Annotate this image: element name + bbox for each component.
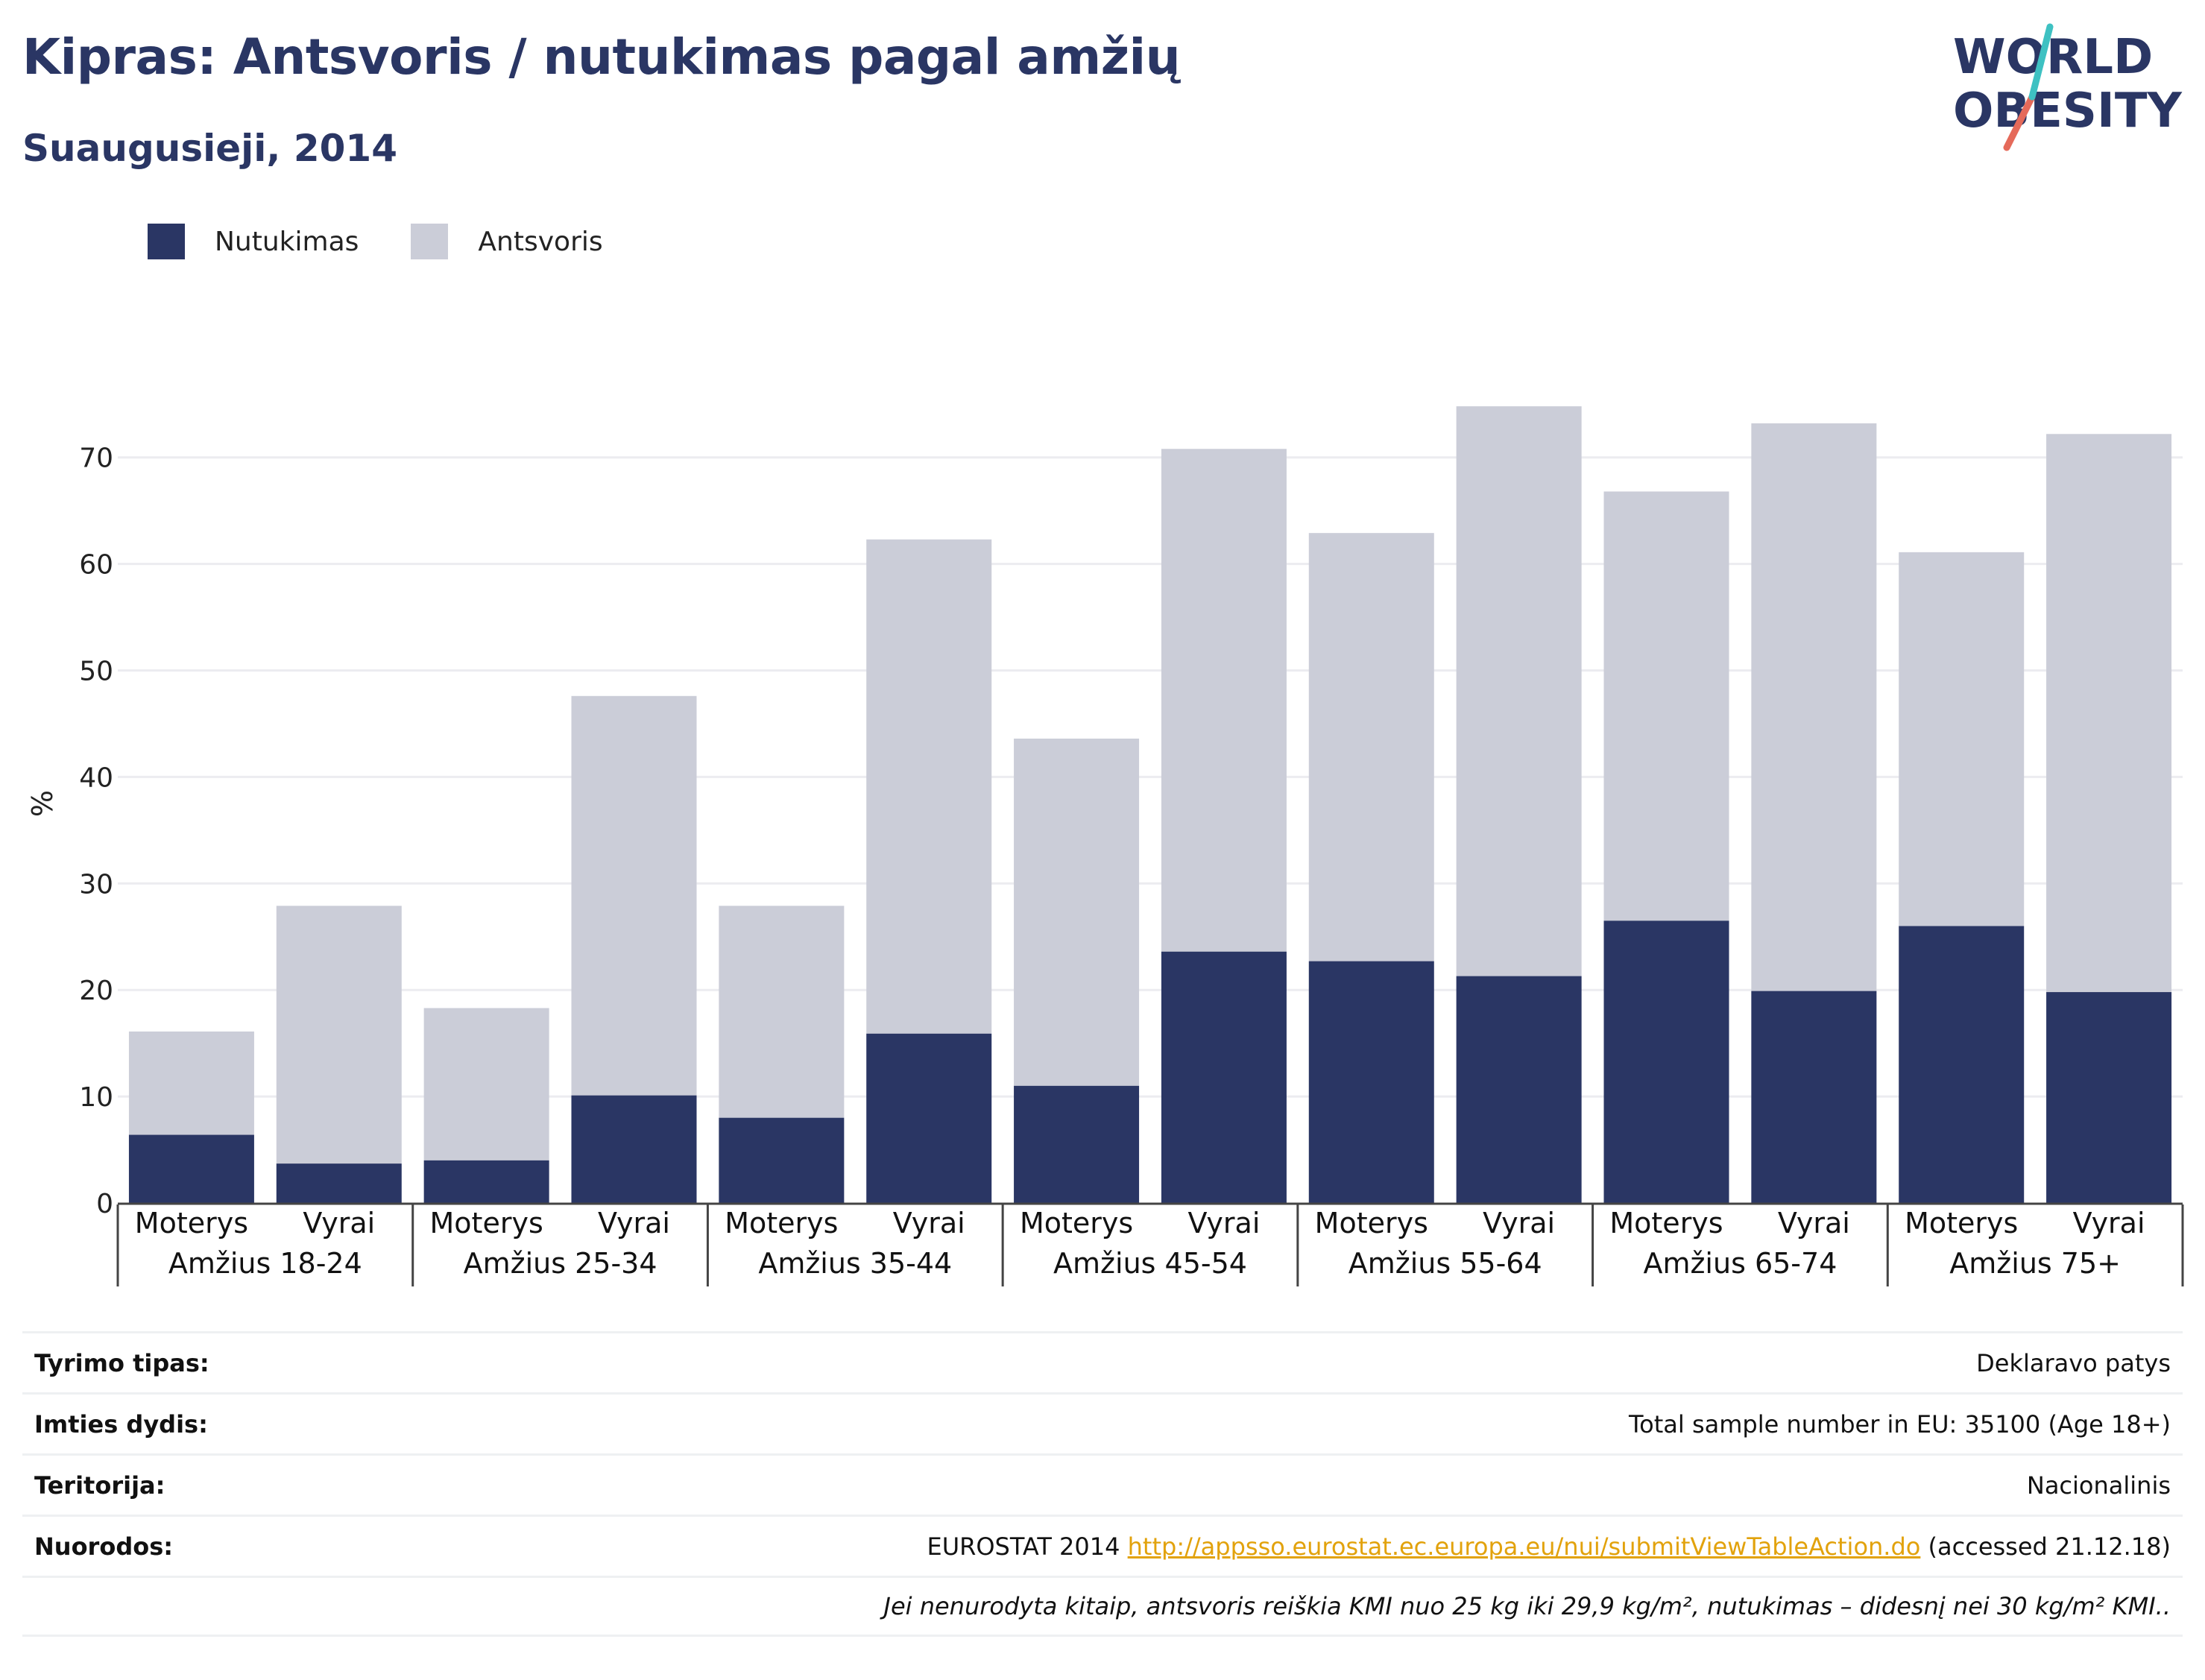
info-row-note: Jei nenurodyta kitaip, antsvoris reiškia… [22, 1576, 2183, 1637]
page-subtitle: Suaugusieji, 2014 [22, 127, 397, 170]
x-category-label: Moterys [1609, 1207, 1723, 1240]
definition-note: Jei nenurodyta kitaip, antsvoris reiškia… [883, 1592, 2171, 1620]
bar-overweight [1603, 491, 1729, 921]
x-group-label: Amžius 55-64 [1348, 1247, 1542, 1280]
bar-obesity [1899, 926, 2025, 1203]
bar-overweight [128, 1031, 254, 1135]
bar-overweight [276, 906, 402, 1164]
bar-obesity [423, 1160, 549, 1203]
logo-line2-text: OBESITY [1953, 83, 2182, 139]
bar-overweight [1161, 449, 1287, 952]
legend-label-obesity: Nutukimas [215, 226, 359, 257]
y-tick-label: 0 [96, 1189, 113, 1219]
x-category-label: Vyrai [303, 1207, 375, 1240]
bar-obesity [2046, 992, 2172, 1203]
bar-obesity [571, 1095, 697, 1203]
y-tick-label: 20 [79, 976, 113, 1006]
bar-overweight [1456, 406, 1582, 976]
x-category-label: Moterys [430, 1207, 543, 1240]
x-category-label: Vyrai [1778, 1207, 1850, 1240]
bar-overweight [866, 539, 992, 1034]
legend-item-overweight[interactable]: Antsvoris [411, 224, 603, 259]
x-group-label: Amžius 18-24 [168, 1247, 362, 1280]
x-category-label: Moterys [135, 1207, 248, 1240]
x-category-label: Vyrai [893, 1207, 965, 1240]
x-category-label: Moterys [1020, 1207, 1133, 1240]
territory-label: Teritorija: [34, 1471, 165, 1500]
references-value: EUROSTAT 2014 http://appsso.eurostat.ec.… [927, 1532, 2171, 1561]
y-tick-label: 50 [79, 657, 113, 687]
x-category-label: Vyrai [598, 1207, 670, 1240]
sample-size-value: Total sample number in EU: 35100 (Age 18… [1629, 1409, 2171, 1439]
bar-overweight [423, 1008, 549, 1160]
world-obesity-logo: WORLD OBESITY [1953, 23, 2182, 151]
references-label: Nuorodos: [34, 1532, 174, 1561]
bar-obesity [719, 1117, 845, 1203]
x-group-label: Amžius 25-34 [464, 1247, 657, 1280]
x-category-label: Moterys [1315, 1207, 1428, 1240]
x-category-label: Vyrai [1187, 1207, 1260, 1240]
stacked-bar-chart: 0 10 20 30 40 50 60 70% Moterys Vyrai Moterys Vyrai… [26, 406, 2184, 1286]
survey-type-label: Tyrimo tipas: [34, 1348, 209, 1377]
references-link[interactable]: http://appsso.eurostat.ec.europa.eu/nui/… [1127, 1532, 1921, 1561]
x-group-label: Amžius 35-44 [758, 1247, 952, 1280]
info-row-survey-type: Tyrimo tipas: Deklaravo patys [22, 1331, 2183, 1392]
x-category-label: Moterys [1905, 1207, 2018, 1240]
info-row-sample-size: Imties dydis: Total sample number in EU:… [22, 1392, 2183, 1453]
logo-line1-text: WORLD [1953, 30, 2153, 85]
x-category-label: Vyrai [2073, 1207, 2145, 1240]
references-suffix: (accessed 21.12.18) [1920, 1532, 2171, 1561]
chart-legend: Nutukimas Antsvoris [148, 221, 655, 262]
bar-obesity [1751, 991, 1877, 1203]
y-tick-label: 70 [79, 443, 113, 474]
territory-value: Nacionalinis [2026, 1471, 2171, 1500]
x-category-label: Vyrai [1483, 1207, 1555, 1240]
page-title: Kipras: Antsvoris / nutukimas pagal amži… [22, 28, 1181, 86]
legend-label-overweight: Antsvoris [478, 226, 603, 257]
bar-obesity [1161, 951, 1287, 1203]
y-axis-label: % [26, 790, 59, 817]
y-tick-label: 10 [79, 1082, 113, 1113]
bar-obesity [276, 1163, 402, 1203]
bar-overweight [1899, 552, 2025, 926]
survey-type-value: Deklaravo patys [1976, 1348, 2171, 1377]
y-tick-label: 40 [79, 762, 113, 793]
bar-obesity [1603, 920, 1729, 1203]
bar-overweight [1014, 738, 1140, 1086]
sample-size-label: Imties dydis: [34, 1409, 208, 1439]
bar-obesity [866, 1033, 992, 1203]
bar-obesity [1014, 1085, 1140, 1203]
y-tick-label: 30 [79, 869, 113, 900]
legend-swatch-overweight [411, 224, 449, 259]
x-group-label: Amžius 75+ [1949, 1247, 2121, 1280]
info-table: Tyrimo tipas: Deklaravo patys Imties dyd… [22, 1331, 2183, 1637]
legend-item-obesity[interactable]: Nutukimas [148, 224, 359, 259]
y-tick-label: 60 [79, 550, 113, 581]
info-row-references: Nuorodos: EUROSTAT 2014 http://appsso.eu… [22, 1515, 2183, 1576]
bar-obesity [1456, 976, 1582, 1203]
bar-overweight [2046, 434, 2172, 993]
bar-obesity [1308, 961, 1434, 1203]
x-category-label: Moterys [725, 1207, 838, 1240]
bar-overweight [719, 906, 845, 1118]
bar-overweight [1308, 533, 1434, 961]
legend-swatch-obesity [148, 224, 185, 259]
x-group-label: Amžius 45-54 [1053, 1247, 1247, 1280]
references-prefix: EUROSTAT 2014 [927, 1532, 1128, 1561]
bar-overweight [1751, 423, 1877, 991]
bar-obesity [128, 1134, 254, 1203]
bar-overweight [571, 695, 697, 1096]
x-group-label: Amžius 65-74 [1643, 1247, 1837, 1280]
info-row-territory: Teritorija: Nacionalinis [22, 1453, 2183, 1515]
